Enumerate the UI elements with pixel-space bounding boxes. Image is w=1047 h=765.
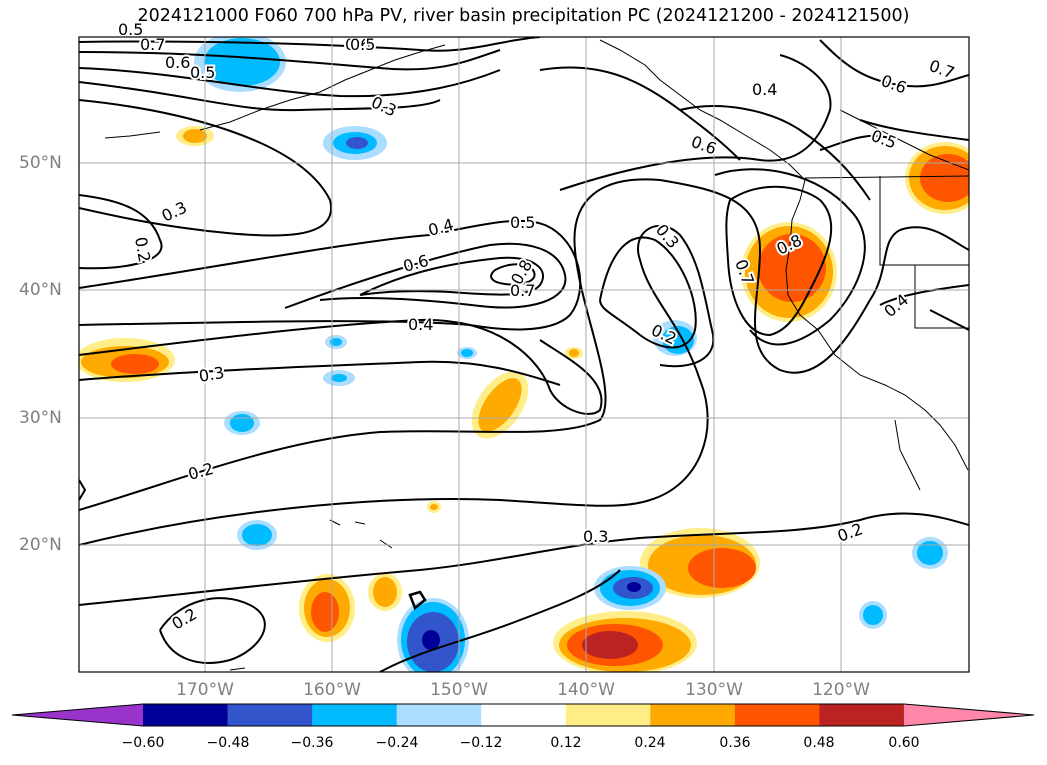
map-frame	[78, 36, 970, 673]
colorbar-tick: 0.48	[803, 735, 835, 751]
colorbar-tick: −0.36	[290, 735, 334, 751]
contour-label: 0.4	[408, 315, 433, 334]
graticule	[79, 37, 969, 672]
contour-label: 0.5	[350, 35, 375, 54]
contour-label: 0.5	[510, 213, 535, 232]
colorbar-bin	[227, 704, 313, 726]
colorbar-tick: 0.36	[719, 735, 751, 751]
lat-label-50n: 50°N	[19, 153, 62, 173]
colorbar-bin	[481, 704, 567, 726]
lon-label-170w: 170°W	[176, 680, 234, 700]
colorbar-extend-high	[903, 704, 1034, 726]
colorbar-bin	[312, 704, 398, 726]
pv-contours	[79, 37, 969, 672]
contour-label: 0.6	[165, 53, 190, 72]
contour-label: 0.3	[583, 527, 608, 546]
colorbar-tick: 0.12	[550, 735, 582, 751]
colorbar-bin	[734, 704, 820, 726]
colorbar-bin	[396, 704, 482, 726]
map-title: 2024121000 F060 700 hPa PV, river basin …	[137, 6, 910, 26]
colorbar-bin	[650, 704, 736, 726]
contour-label: 0.4	[752, 80, 777, 99]
lat-label-40n: 40°N	[19, 280, 62, 300]
lon-label-120w: 120°W	[812, 680, 870, 700]
colorbar-tick: −0.12	[459, 735, 503, 751]
lon-label-160w: 160°W	[303, 680, 361, 700]
lon-label-140w: 140°W	[557, 680, 615, 700]
colorbar-tick: 0.60	[888, 735, 920, 751]
colorbar-bin	[565, 704, 651, 726]
contour-label: 0.7	[140, 35, 165, 54]
colorbar-tick: −0.60	[121, 735, 165, 751]
lon-label-130w: 130°W	[685, 680, 743, 700]
colorbar-bin	[819, 704, 905, 726]
contour-label: 0.6	[345, 35, 370, 54]
contour-label: 0.5	[118, 20, 143, 39]
colorbar-outline	[11, 703, 1035, 727]
colorbar-bin	[143, 704, 229, 726]
contour-label: 0.7	[510, 281, 535, 300]
lon-label-150w: 150°W	[430, 680, 488, 700]
coastlines	[104, 39, 969, 671]
contour-label: 0.2	[131, 235, 154, 263]
colorbar-extend-low	[12, 704, 143, 726]
lat-label-30n: 30°N	[19, 408, 62, 428]
contour-label: 0.5	[190, 63, 215, 82]
colorbar-tick: −0.48	[206, 735, 250, 751]
colorbar-tick: −0.24	[375, 735, 419, 751]
lat-label-20n: 20°N	[19, 535, 62, 555]
pv-precip-map: 0.70.60.50.30.50.40.60.70.60.50.20.30.40…	[78, 18, 970, 673]
colorbar-tick: 0.24	[634, 735, 666, 751]
